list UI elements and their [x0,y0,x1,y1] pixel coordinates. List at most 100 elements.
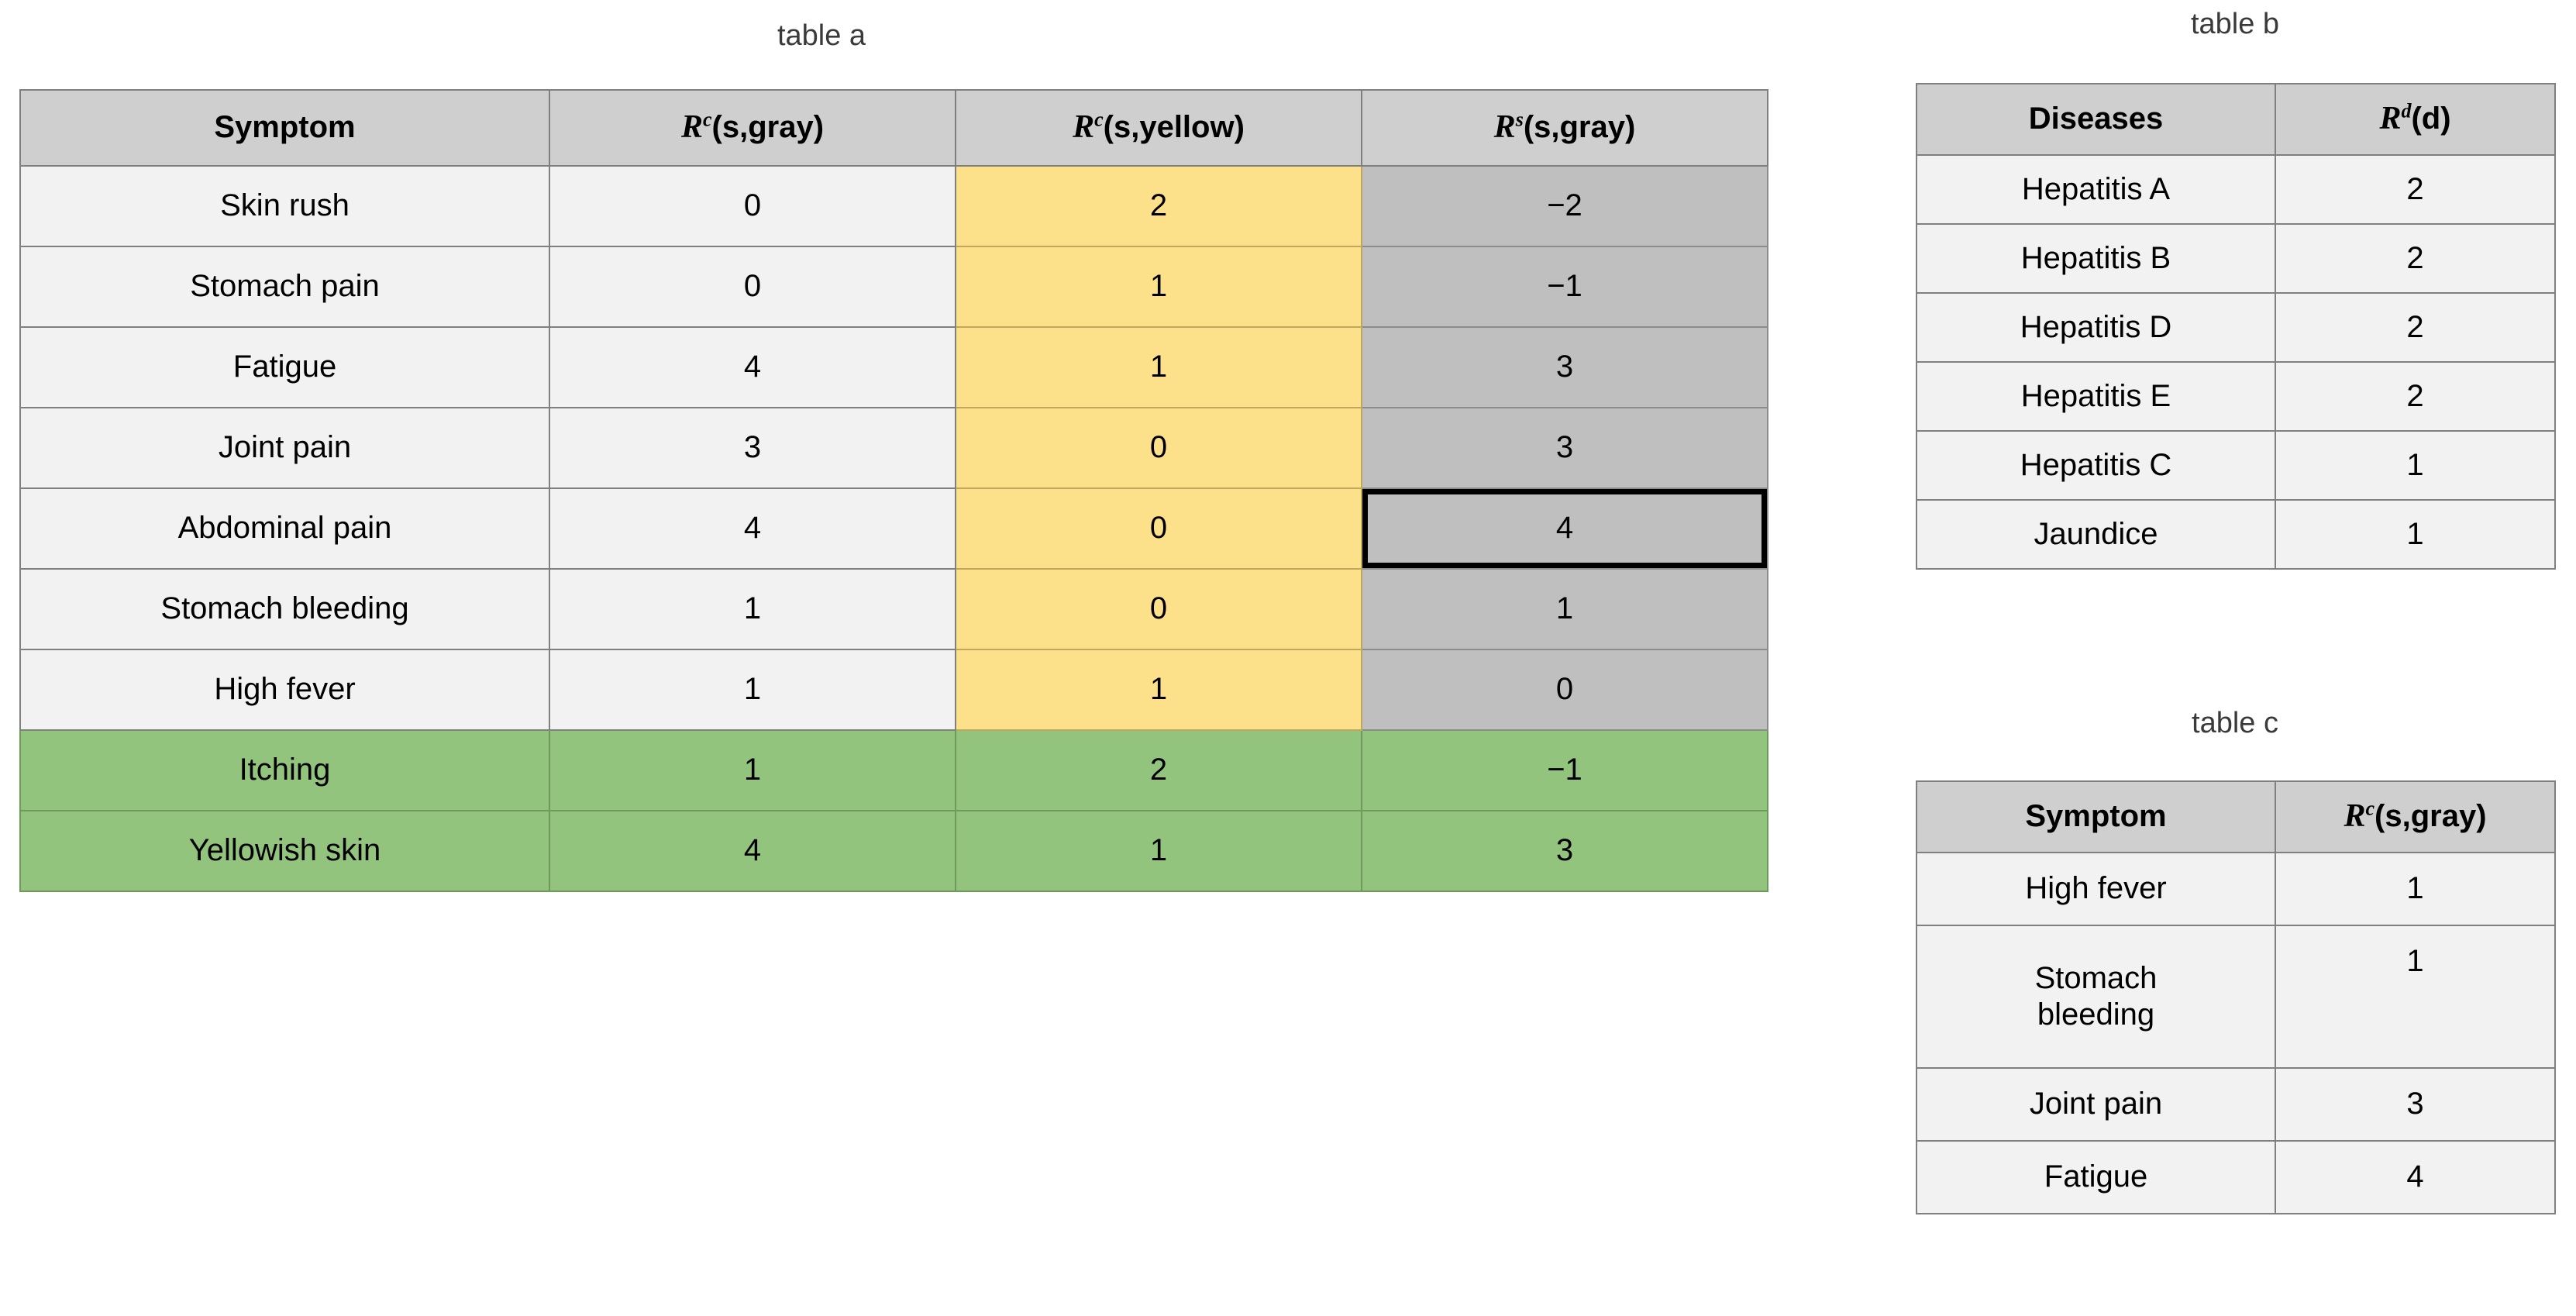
rd-cell: 1 [2275,499,2556,570]
table-a: Symptom Rc(s,gray) Rc(s,yellow) Rs(s,gra… [19,89,1768,892]
rs-gray-var: R [1493,109,1516,146]
rc-gray-sup-c: c [2365,797,2375,820]
table-row: Fatigue 4 [1916,1140,2556,1214]
symptom-cell: Fatigue [19,326,550,408]
rc-gray-cell: 1 [549,568,956,650]
table-b-container: Diseases Rd(d) Hepatitis A 2 Hepatitis B… [1916,83,2556,570]
table-row: High fever 1 1 0 [19,649,1768,731]
rd-cell: 2 [2275,223,2556,294]
symptom-cell: Fatigue [1916,1140,2276,1214]
table-a-col-rc-yellow: Rc(s,yellow) [955,89,1362,167]
rs-gray-cell: −2 [1361,165,1768,247]
table-c-header-row: Symptom Rc(s,gray) [1916,780,2556,853]
symptom-cell: Stomach bleeding [19,568,550,650]
disease-cell: Hepatitis E [1916,361,2276,432]
rc-yellow-cell: 1 [955,649,1362,731]
rc-gray-cell: 1 [2275,852,2556,926]
rd-cell: 2 [2275,154,2556,225]
rc-gray-cell: 1 [2275,925,2556,1069]
table-row: Hepatitis E 2 [1916,361,2556,432]
rc-yellow-rest: (s,yellow) [1103,110,1245,145]
symptom-cell: Joint pain [1916,1067,2276,1142]
disease-cell: Hepatitis D [1916,292,2276,363]
disease-cell: Hepatitis A [1916,154,2276,225]
rd-cell: 2 [2275,292,2556,363]
table-row: Stomach bleeding 1 [1916,925,2556,1069]
rs-gray-cell: −1 [1361,729,1768,811]
table-row: Hepatitis B 2 [1916,223,2556,294]
table-row-green: Itching 1 2 −1 [19,729,1768,811]
rc-yellow-cell: 1 [955,810,1362,892]
rc-gray-var: R [680,109,703,146]
rd-rest: (d) [2411,102,2451,136]
rs-gray-cell-outlined: 4 [1361,487,1768,570]
rd-cell: 1 [2275,430,2556,501]
disease-cell: Hepatitis B [1916,223,2276,294]
rs-gray-cell: 3 [1361,810,1768,892]
symptom-cell: Joint pain [19,407,550,489]
table-a-header-row: Symptom Rc(s,gray) Rc(s,yellow) Rs(s,gra… [19,89,1768,167]
table-row: Skin rush 0 2 −2 [19,165,1768,247]
table-a-caption: table a [777,19,866,52]
rd-sup: d [2401,99,2412,122]
rs-gray-sup: s [1515,108,1524,131]
table-b-caption: table b [2190,8,2280,40]
rc-gray-cell: 1 [549,729,956,811]
rc-yellow-cell: 1 [955,326,1362,408]
table-row-green: Yellowish skin 4 1 3 [19,810,1768,892]
rc-gray-var-c: R [2344,798,2366,835]
rc-yellow-cell: 2 [955,165,1362,247]
rc-gray-cell: 4 [549,487,956,570]
rc-yellow-cell: 2 [955,729,1362,811]
rc-yellow-cell: 1 [955,246,1362,328]
rc-gray-sup: c [702,108,712,131]
rc-gray-cell: 3 [2275,1067,2556,1142]
table-row: Hepatitis D 2 [1916,292,2556,363]
rc-gray-cell: 4 [2275,1140,2556,1214]
symptom-cell: Abdominal pain [19,487,550,570]
table-a-col-rc-gray: Rc(s,gray) [549,89,956,167]
table-row: Hepatitis C 1 [1916,430,2556,501]
rs-gray-cell: −1 [1361,246,1768,328]
table-row: Jaundice 1 [1916,499,2556,570]
table-b-col-diseases: Diseases [1916,83,2276,156]
rc-gray-cell: 0 [549,165,956,247]
table-c-caption: table c [2192,707,2278,739]
table-a-col-rs-gray: Rs(s,gray) [1361,89,1768,167]
rs-gray-cell: 3 [1361,326,1768,408]
rc-yellow-var: R [1073,109,1095,146]
rc-yellow-cell: 0 [955,407,1362,489]
table-row: Hepatitis A 2 [1916,154,2556,225]
table-a-container: Symptom Rc(s,gray) Rc(s,yellow) Rs(s,gra… [19,89,1768,892]
disease-cell: Hepatitis C [1916,430,2276,501]
table-b: Diseases Rd(d) Hepatitis A 2 Hepatitis B… [1916,83,2556,570]
table-row: Stomach pain 0 1 −1 [19,246,1768,328]
rc-gray-rest-c: (s,gray) [2375,799,2487,834]
disease-cell: Jaundice [1916,499,2276,570]
rc-yellow-cell: 0 [955,487,1362,570]
table-row: High fever 1 [1916,852,2556,926]
symptom-cell: High fever [19,649,550,731]
table-c-col-rc-gray: Rc(s,gray) [2275,780,2556,853]
rs-gray-rest: (s,gray) [1523,110,1636,145]
symptom-cell: High fever [1916,852,2276,926]
table-a-col-symptom: Symptom [19,89,550,167]
rs-gray-cell: 1 [1361,568,1768,650]
rs-gray-cell: 0 [1361,649,1768,731]
table-b-col-rd: Rd(d) [2275,83,2556,156]
rc-gray-cell: 3 [549,407,956,489]
table-row: Fatigue 4 1 3 [19,326,1768,408]
symptom-cell: Itching [19,729,550,811]
table-row: Joint pain 3 [1916,1067,2556,1142]
rd-cell: 2 [2275,361,2556,432]
rc-gray-rest: (s,gray) [711,110,825,145]
table-row: Stomach bleeding 1 0 1 [19,568,1768,650]
rc-yellow-cell: 0 [955,568,1362,650]
rs-gray-cell: 3 [1361,407,1768,489]
rc-gray-cell: 4 [549,810,956,892]
symptom-cell: Stomach bleeding [1916,925,2276,1069]
table-c: Symptom Rc(s,gray) High fever 1 Stomach … [1916,780,2556,1214]
table-c-col-symptom: Symptom [1916,780,2276,853]
table-row: Joint pain 3 0 3 [19,407,1768,489]
symptom-cell: Stomach pain [19,246,550,328]
